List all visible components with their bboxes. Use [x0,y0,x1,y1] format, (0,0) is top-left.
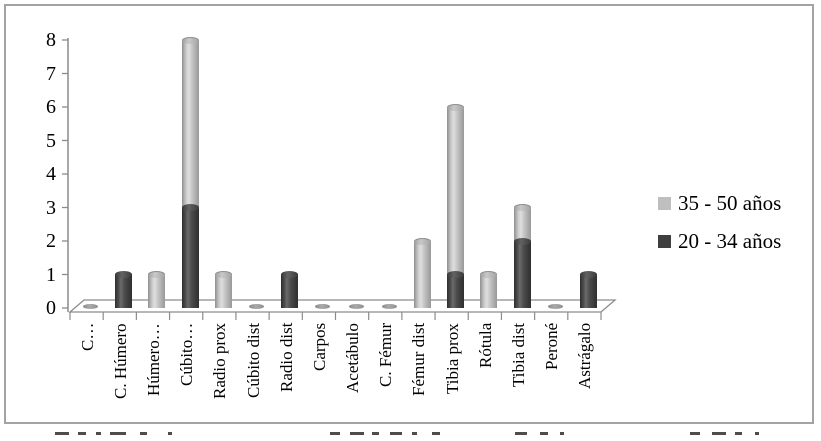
caption-fragment [168,432,172,435]
bar-top-cap [447,103,465,111]
caption-fragment [96,432,101,435]
bar-top-cap [181,36,199,44]
caption-fragment [412,432,417,435]
chart-frame [4,4,814,424]
bar-segment-20-34 [447,274,465,308]
y-tick-label: 3 [46,196,56,219]
legend-entry: 35 - 50 años [658,191,781,216]
legend-entry: 20 - 34 años [658,229,781,254]
x-category-label: Húmero… [143,323,163,396]
caption-fragment [432,432,440,435]
legend-label: 20 - 34 años [678,229,782,253]
zero-value-marker [249,303,265,309]
bar-segment-35-50 [513,207,531,241]
segment-boundary-cap [181,204,199,211]
y-tick-label: 0 [46,297,56,319]
zero-value-marker [381,303,397,309]
bar-top-cap [413,237,431,245]
x-category-label: Cúbito… [177,323,197,387]
x-category-label: Tibia prox [442,323,462,394]
caption-fragment [755,432,759,435]
legend: 35 - 50 años 20 - 34 años [658,191,781,267]
floor-3d [68,299,617,313]
bar-segment-35-50 [480,274,498,308]
x-category-label: Peroné [542,323,562,371]
legend-swatch-icon [658,197,671,210]
y-tick-label: 1 [46,263,56,286]
bar-segment-20-34 [181,207,199,308]
caption-fragment [540,432,548,435]
bar-segment-20-34 [115,274,133,308]
legend-label: 35 - 50 años [678,191,782,215]
zero-value-marker [547,303,563,309]
bar-segment-35-50 [148,274,166,308]
bar-segment-35-50 [181,40,199,208]
zero-value-marker [348,303,364,309]
bar-segment-20-34 [281,274,299,308]
caption-fragment [712,432,726,435]
caption-fragment [110,432,126,435]
caption-fragment [78,432,86,435]
y-tick-label: 4 [46,163,56,185]
bar-segment-35-50 [214,274,232,308]
zero-value-marker [83,303,99,309]
x-category-label: C. Fémur [376,323,396,388]
bar-segment-20-34 [579,274,597,308]
caption-fragment [560,432,564,435]
bar-top-cap [281,271,299,278]
x-category-label: Carpos [309,323,329,372]
bar-segment-35-50 [413,241,431,308]
x-category-label: Acetábulo [343,323,363,393]
segment-boundary-cap [513,237,531,245]
caption-fragment [350,432,364,435]
y-tick-label: 7 [46,62,56,85]
bar-segment-20-34 [513,241,531,308]
bar-segment-35-50 [447,107,465,275]
bar-top-cap [148,271,166,278]
y-tick-label: 5 [46,129,56,152]
bar-top-cap [480,271,498,278]
bar-top-cap [579,271,597,278]
x-category-label: Fémur dist [409,323,429,397]
x-category-label: Radio prox [210,323,230,400]
x-category-label: Tibia dist [509,323,529,388]
y-tick-label: 6 [46,96,56,118]
zero-value-marker [315,303,331,309]
caption-fragment [735,432,742,435]
y-tick-label: 2 [46,230,56,252]
x-category-label: Rótula [475,323,495,369]
x-category-label: Astrágalo [575,323,595,390]
x-category-label: Cúbito dist [243,323,263,399]
caption-fragment [690,432,700,435]
x-category-label: C. Húmero [110,323,130,399]
bar-top-cap [115,271,133,278]
bar-top-cap [513,204,531,211]
caption-fragment [515,432,527,435]
caption-fragment [372,432,379,435]
legend-swatch-icon [658,235,671,248]
x-category-label: Radio dist [276,323,296,393]
x-category-label: C… [77,323,97,352]
bar-top-cap [214,271,232,278]
caption-fragment [390,432,402,435]
y-tick-label: 8 [46,29,56,51]
cropped-caption-fragments [0,430,821,441]
caption-fragment [55,432,69,435]
caption-fragment [330,432,340,435]
caption-fragment [140,432,147,435]
segment-boundary-cap [447,271,465,278]
